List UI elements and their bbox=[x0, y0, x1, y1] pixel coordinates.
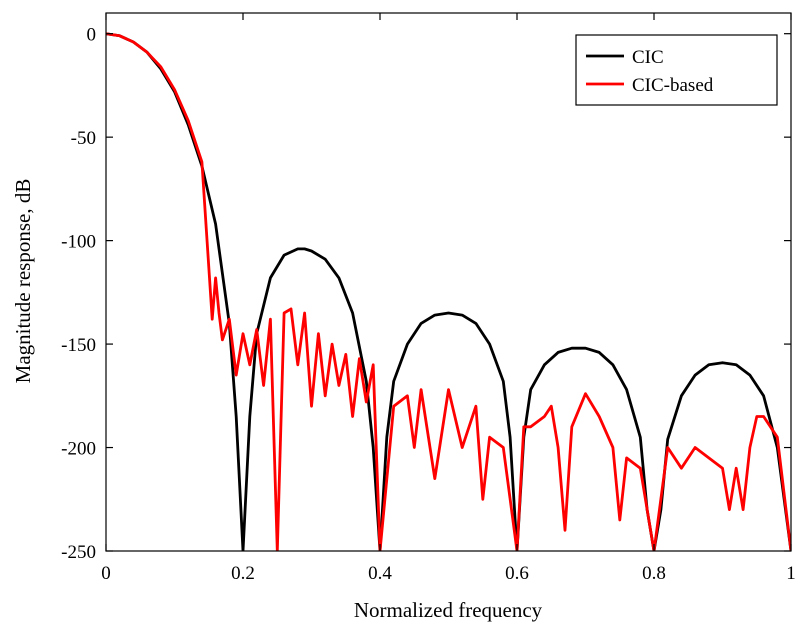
y-tick-label: -150 bbox=[61, 335, 96, 356]
x-tick-label: 0.4 bbox=[368, 563, 392, 584]
y-tick-label: -250 bbox=[61, 542, 96, 563]
series-line-cic-based bbox=[106, 32, 791, 551]
x-axis-label: Normalized frequency bbox=[354, 598, 543, 622]
plot-frame bbox=[105, 12, 792, 552]
x-tick-label: 0.2 bbox=[231, 563, 255, 584]
y-tick-label: -100 bbox=[61, 232, 96, 253]
series-line-cic bbox=[106, 32, 791, 551]
y-tick-label: -200 bbox=[61, 439, 96, 460]
legend-label: CIC-based bbox=[632, 75, 714, 96]
y-axis-label: Magnitude response, dB bbox=[11, 179, 35, 384]
y-tick-label: -50 bbox=[71, 128, 96, 149]
x-tick-label: 0 bbox=[101, 563, 111, 584]
y-tick-label: 0 bbox=[87, 25, 97, 46]
legend: CIC CIC-based bbox=[575, 34, 778, 106]
x-tick-label: 0.6 bbox=[505, 563, 529, 584]
legend-label: CIC bbox=[632, 47, 664, 68]
axes: 0 0.2 0.4 0.6 0.8 1 0 -50 -100 -150 -200 -250 bbox=[61, 12, 795, 584]
series-layer bbox=[106, 32, 791, 551]
legend-box bbox=[575, 34, 778, 106]
x-tick-label: 0.8 bbox=[642, 563, 666, 584]
x-tick-label: 1 bbox=[786, 563, 795, 584]
